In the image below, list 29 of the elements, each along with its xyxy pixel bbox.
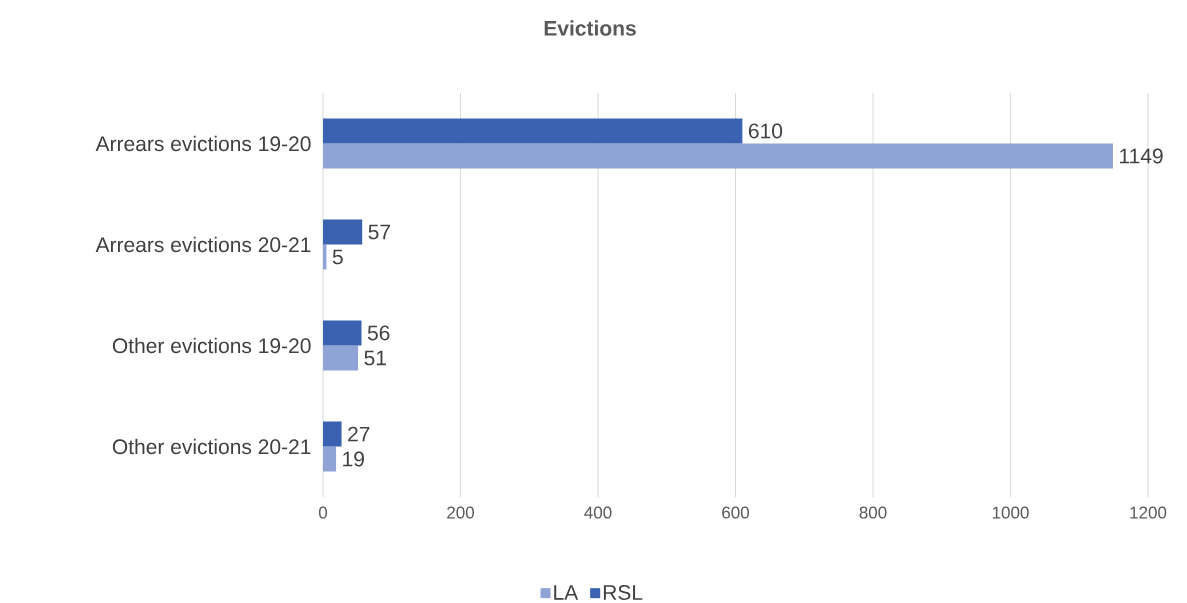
legend-label: LA bbox=[554, 585, 579, 600]
bar bbox=[323, 345, 359, 371]
y-tick-label: Arrears evictions 19-20 bbox=[95, 135, 311, 152]
data-label: 1149 bbox=[1120, 148, 1163, 164]
y-tick-label: Arrears evictions 20-21 bbox=[95, 236, 311, 253]
x-tick-label: 400 bbox=[584, 506, 612, 519]
x-tick-label: 1000 bbox=[992, 506, 1029, 519]
data-label: 610 bbox=[748, 123, 783, 139]
y-tick-label: Other evictions 20-21 bbox=[112, 438, 311, 455]
data-label: 56 bbox=[367, 325, 390, 341]
bar bbox=[323, 143, 1113, 169]
legend-label: RSL bbox=[603, 585, 643, 600]
bar bbox=[323, 421, 342, 447]
x-tick-label: 0 bbox=[318, 506, 328, 519]
data-label: 51 bbox=[364, 350, 386, 366]
x-tick-label: 200 bbox=[447, 506, 475, 519]
x-tick-label: 600 bbox=[722, 506, 750, 519]
data-label: 5 bbox=[332, 249, 343, 265]
bar bbox=[323, 446, 337, 472]
x-tick-label: 1200 bbox=[1130, 506, 1167, 519]
chart-title: Evictions bbox=[544, 20, 636, 36]
bar bbox=[323, 219, 363, 245]
bar bbox=[323, 118, 743, 144]
x-tick-label: 800 bbox=[859, 506, 887, 519]
data-label: 19 bbox=[343, 451, 364, 467]
data-label: 57 bbox=[368, 224, 391, 240]
data-label: 27 bbox=[348, 426, 370, 442]
bar bbox=[323, 320, 362, 346]
y-tick-label: Other evictions 19-20 bbox=[112, 337, 311, 354]
